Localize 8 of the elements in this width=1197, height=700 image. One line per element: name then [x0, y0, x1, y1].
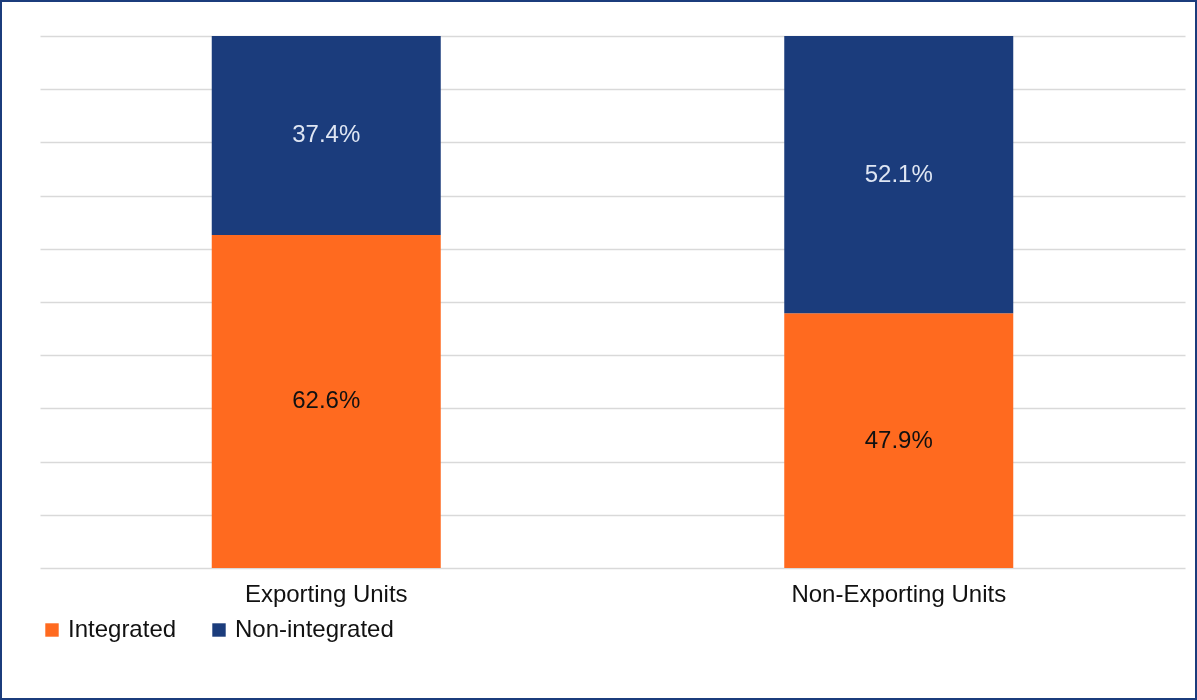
legend-label: Non-integrated — [235, 615, 394, 642]
data-label: 62.6% — [292, 386, 361, 414]
data-label: 47.9% — [864, 425, 933, 453]
data-label: 37.4% — [292, 120, 361, 148]
x-tick-label: Exporting Units — [244, 579, 408, 607]
x-tick-label: Non-Exporting Units — [791, 579, 1007, 607]
data-label: 52.1% — [864, 159, 933, 187]
legend-label: Integrated — [68, 615, 177, 642]
